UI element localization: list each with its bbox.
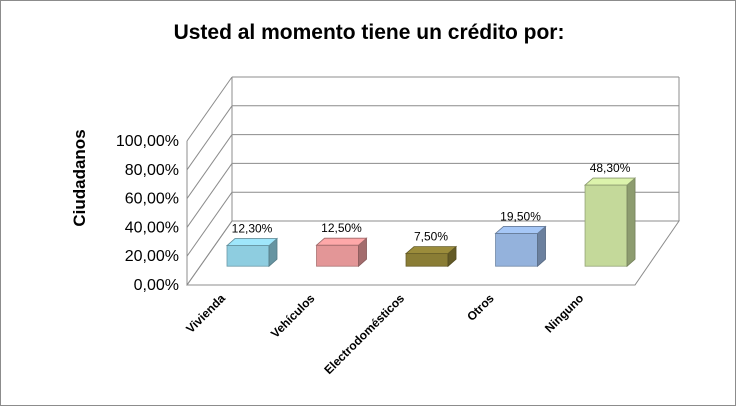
gridline-side	[186, 134, 233, 199]
y-tick-label: 60,00%	[125, 191, 179, 208]
y-tick-label: 100,00%	[116, 133, 179, 150]
data-label: 48,30%	[590, 161, 631, 175]
data-label: 19,50%	[500, 209, 541, 223]
gridline-side	[186, 76, 233, 142]
data-label: 12,30%	[232, 222, 273, 236]
y-tick-label: 0,00%	[134, 277, 179, 294]
bar-front	[584, 184, 628, 267]
bar-side	[626, 177, 636, 268]
x-tick-label: Vehículos	[268, 291, 318, 341]
y-tick-label: 40,00%	[125, 219, 179, 236]
bar-front	[495, 233, 538, 267]
bar-top	[494, 226, 547, 234]
bar-front	[226, 245, 270, 267]
y-axis-label: Ciudadanos	[70, 129, 89, 226]
y-tick-label: 80,00%	[125, 162, 179, 179]
gridline-side	[186, 163, 233, 228]
x-tick-label: Otros	[464, 291, 497, 324]
bar-top	[583, 177, 637, 186]
gridline-side	[186, 220, 233, 286]
chart-title: Usted al momento tiene un crédito por:	[174, 21, 565, 44]
bar-front	[405, 253, 449, 267]
x-tick-label: Vivienda	[183, 291, 228, 336]
bar-top	[225, 238, 279, 246]
y-tick-label: 20,00%	[125, 248, 179, 265]
x-tick-label: Electrodomésticos	[321, 291, 407, 377]
bar-top	[404, 246, 458, 255]
gridline-side	[186, 191, 233, 257]
bar-front	[316, 244, 359, 267]
bar-top	[315, 237, 368, 246]
data-label: 12,50%	[321, 221, 362, 235]
gridline-side	[186, 105, 233, 171]
x-tick-label: Ninguno	[542, 291, 586, 335]
chart-bars	[225, 177, 637, 268]
data-label: 7,50%	[414, 230, 448, 244]
